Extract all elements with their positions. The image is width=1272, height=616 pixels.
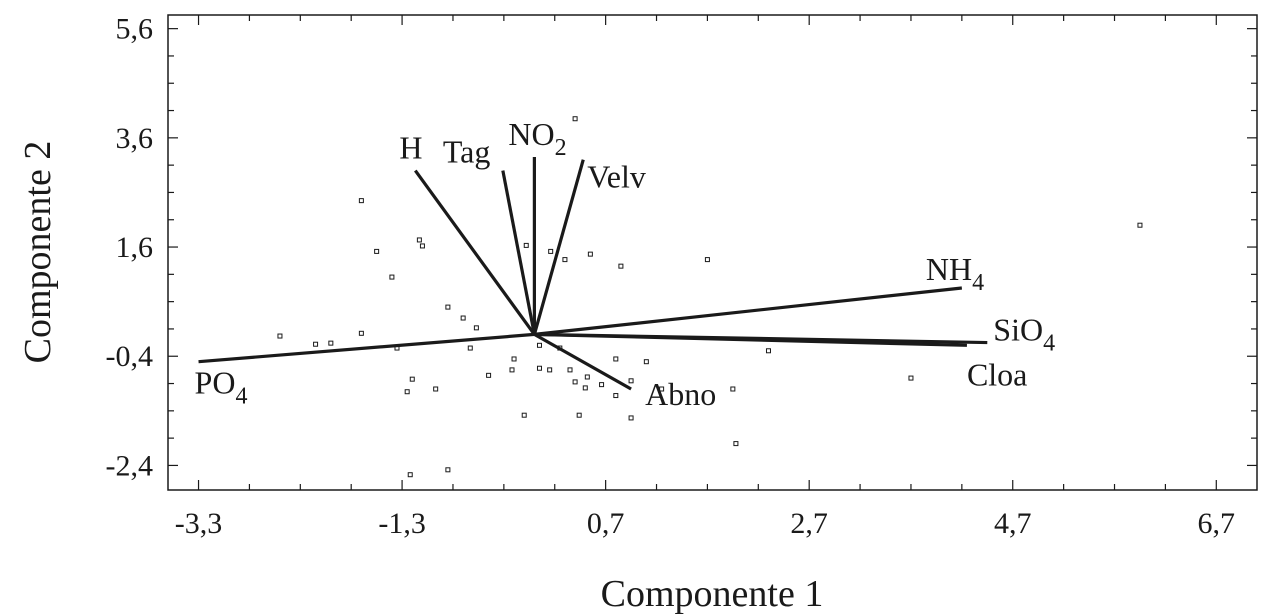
data-point	[643, 359, 649, 365]
y-tick-label: -0,4	[106, 340, 154, 373]
y-tick-label: 3,6	[116, 122, 154, 155]
data-point	[584, 374, 590, 380]
loading-vectors	[198, 156, 988, 391]
data-point	[613, 356, 619, 362]
data-point	[473, 325, 479, 331]
x-axis-title: Componente 1	[601, 573, 824, 615]
data-point	[445, 304, 451, 310]
data-point	[358, 330, 364, 336]
vector-abno	[533, 333, 632, 391]
data-point	[416, 237, 422, 243]
x-tick-label: 6,7	[1198, 507, 1236, 540]
vector-po	[198, 332, 535, 364]
data-point	[659, 386, 665, 392]
data-point	[548, 248, 554, 254]
data-point	[374, 248, 380, 254]
data-point	[277, 333, 283, 339]
vector-label-tag: Tag	[443, 134, 491, 170]
data-point	[733, 441, 739, 447]
data-point	[587, 251, 593, 257]
vector-label-no: NO2	[508, 116, 566, 161]
data-point	[562, 257, 568, 263]
data-point	[389, 274, 395, 280]
data-point	[358, 198, 364, 204]
data-point	[407, 472, 413, 478]
x-tick-label: -1,3	[378, 507, 426, 540]
y-tick-label: 1,6	[116, 231, 154, 264]
data-point	[567, 367, 573, 373]
axis-ticks	[168, 15, 1257, 490]
plot-frame	[167, 14, 1258, 491]
vector-tag	[501, 170, 536, 335]
y-tick-labels: 5,6 3,6 1,6 -0,4 -2,4	[106, 13, 154, 483]
data-point	[613, 393, 619, 399]
data-point	[445, 467, 451, 473]
data-point	[460, 315, 466, 321]
y-tick-label: 5,6	[116, 13, 154, 46]
vector-label-cloa: Cloa	[967, 356, 1027, 392]
x-tick-label: 4,7	[994, 507, 1032, 540]
vector-nh	[534, 286, 963, 336]
data-point	[404, 389, 410, 395]
data-point	[328, 340, 334, 346]
data-point	[572, 379, 578, 385]
data-point	[521, 412, 527, 418]
y-axis-title: Componente 2	[17, 141, 59, 364]
y-tick-label: -2,4	[106, 449, 154, 482]
vector-label-abno: Abno	[645, 376, 716, 412]
data-point	[511, 356, 517, 362]
data-point	[618, 263, 624, 269]
data-point	[908, 375, 914, 381]
data-point	[313, 341, 319, 347]
data-point	[419, 243, 425, 249]
x-tick-label: 0,7	[587, 507, 625, 540]
data-point	[486, 372, 492, 378]
data-point	[536, 342, 542, 348]
data-point	[523, 242, 529, 248]
vector-label-sio: SiO4	[993, 312, 1055, 357]
data-point	[765, 348, 771, 354]
data-point	[572, 116, 578, 122]
data-points	[277, 116, 1143, 478]
data-point	[1137, 222, 1143, 228]
data-point	[433, 386, 439, 392]
data-point	[409, 376, 415, 382]
data-point	[628, 378, 634, 384]
vector-label-po: PO4	[195, 365, 248, 410]
vector-h	[414, 169, 536, 336]
x-tick-label: -3,3	[175, 507, 223, 540]
vector-cloa	[534, 332, 967, 347]
data-point	[730, 386, 736, 392]
x-tick-label: 2,7	[790, 507, 828, 540]
vector-velv	[532, 159, 585, 335]
data-point	[599, 382, 605, 388]
data-point	[628, 415, 634, 421]
data-point	[582, 385, 588, 391]
data-point	[547, 367, 553, 373]
vector-label-velv: Velv	[587, 159, 646, 195]
data-point	[467, 345, 473, 351]
data-point	[704, 257, 710, 263]
data-point	[576, 412, 582, 418]
data-point	[509, 367, 515, 373]
x-tick-labels: -3,3 -1,3 0,7 2,7 4,7 6,7	[175, 507, 1235, 540]
data-point	[536, 365, 542, 371]
vector-label-h: H	[399, 130, 422, 166]
